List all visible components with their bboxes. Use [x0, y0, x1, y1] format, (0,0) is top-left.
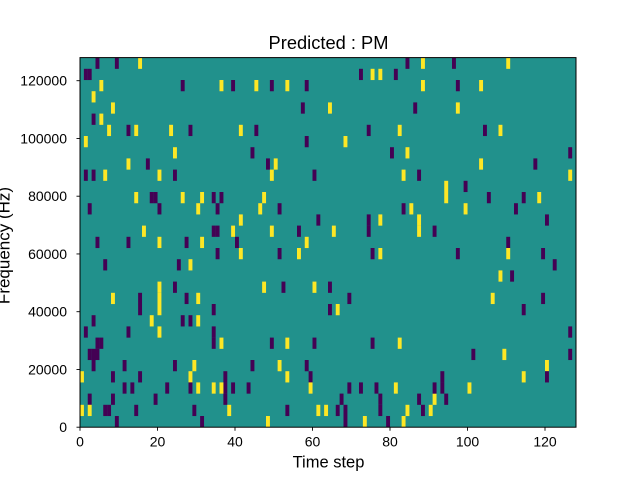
svg-text:100: 100: [456, 433, 480, 449]
svg-text:40: 40: [227, 433, 243, 449]
svg-text:Predicted : PM: Predicted : PM: [269, 32, 389, 53]
svg-text:80000: 80000: [28, 188, 67, 204]
svg-text:120: 120: [533, 433, 557, 449]
svg-text:60: 60: [305, 433, 321, 449]
svg-text:0: 0: [59, 419, 67, 435]
svg-text:80: 80: [382, 433, 398, 449]
svg-text:20000: 20000: [28, 361, 67, 377]
svg-text:Frequency (Hz): Frequency (Hz): [0, 187, 14, 304]
svg-text:Time step: Time step: [293, 454, 365, 472]
svg-text:40000: 40000: [28, 304, 67, 320]
svg-text:60000: 60000: [28, 246, 67, 262]
svg-text:0: 0: [76, 433, 84, 449]
svg-text:20: 20: [150, 433, 166, 449]
svg-text:120000: 120000: [20, 73, 67, 89]
svg-text:100000: 100000: [20, 130, 67, 146]
